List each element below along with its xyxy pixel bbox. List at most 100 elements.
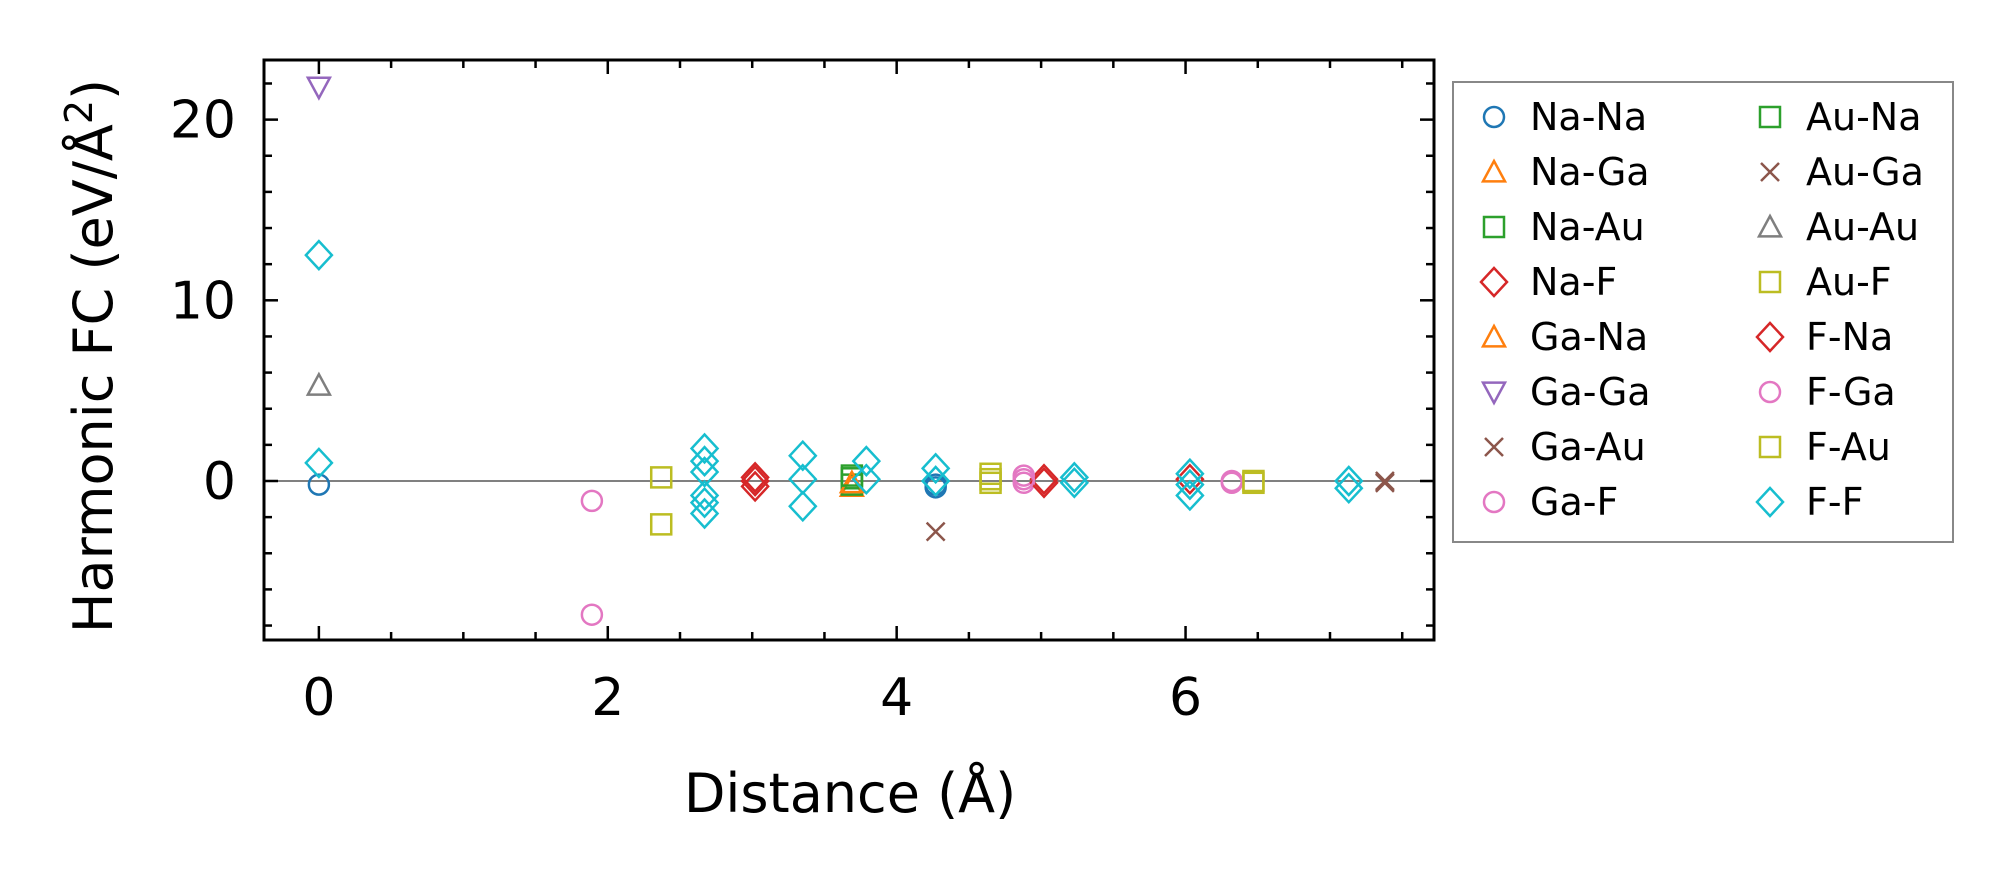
- data-point-na-na-2: [924, 476, 947, 499]
- legend-label: Au-Na: [1806, 95, 1922, 139]
- legend-marker-au-au: [1756, 213, 1784, 238]
- data-point-f-f-15: [1059, 461, 1090, 494]
- legend-entry-au-ga: Au-Ga: [1760, 150, 1924, 194]
- legend-label: Na-Ga: [1530, 150, 1650, 194]
- legend-marker-na-f: [1479, 266, 1509, 298]
- y-tick-label: 0: [203, 452, 236, 512]
- data-point-ga-ga-0: [305, 76, 332, 101]
- legend-entry-na-au: Na-Au: [1482, 205, 1645, 249]
- data-point-f-f-2: [689, 432, 720, 465]
- legend-entry-f-f: F-F: [1755, 480, 1863, 524]
- data-point-f-f-10: [788, 490, 818, 523]
- data-point-f-f-3: [689, 445, 720, 477]
- legend-entry-na-ga: Na-Ga: [1480, 150, 1650, 194]
- data-point-f-f-21: [1334, 472, 1364, 505]
- data-point-f-na-0: [740, 465, 770, 497]
- legend-label: F-Au: [1806, 425, 1891, 469]
- legend-label: F-F: [1806, 480, 1863, 524]
- legend-label: Au-F: [1806, 260, 1892, 304]
- data-point-f-ga-1: [1220, 471, 1244, 495]
- data-point-f-f-7: [689, 497, 720, 530]
- legend-marker-na-ga: [1480, 158, 1508, 183]
- legend-label: F-Ga: [1806, 370, 1896, 414]
- data-point-ga-f-1: [580, 603, 604, 626]
- x-tick-label: 4: [880, 668, 913, 728]
- legend-marker-na-na: [1482, 105, 1506, 129]
- legend-entry-ga-f: Ga-F: [1482, 480, 1618, 524]
- data-point-na-f-3: [1175, 463, 1205, 496]
- data-point-f-f-5: [689, 479, 720, 512]
- data-point-f-f-12: [851, 463, 882, 496]
- data-point-f-f-16: [1059, 466, 1090, 499]
- data-point-f-f-4: [689, 456, 720, 488]
- legend-marker-au-f: [1758, 270, 1782, 294]
- x-tick-label: 2: [591, 668, 624, 728]
- data-point-f-au-0: [1242, 471, 1265, 495]
- legend-marker-ga-na: [1480, 323, 1508, 348]
- axes-frame: [262, 58, 1436, 642]
- legend-marker-na-au: [1482, 215, 1506, 239]
- legend-entries: Na-Na Na-Ga Na-Au Na-F Ga-Na Ga-Ga Ga-Au Ga-F Au…: [1479, 95, 1924, 524]
- legend-entry-au-au: Au-Au: [1756, 205, 1919, 249]
- data-point-f-f-13: [920, 452, 951, 485]
- legend-entry-ga-na: Ga-Na: [1480, 315, 1648, 359]
- legend-entry-au-f: Au-F: [1758, 260, 1892, 304]
- x-tick-label: 0: [302, 668, 335, 728]
- legend-label: Ga-F: [1530, 480, 1618, 524]
- y-tick-label: 10: [170, 271, 236, 331]
- legend-label: Na-Na: [1530, 95, 1647, 139]
- legend-entry-f-na: F-Na: [1755, 315, 1893, 359]
- legend: Na-Na Na-Ga Na-Au Na-F Ga-Na Ga-Ga Ga-Au Ga-F Au…: [1452, 81, 1954, 543]
- tick-layer: 0 2 4 6 0 10 20: [170, 60, 1434, 728]
- data-point-f-f-1: [304, 447, 334, 479]
- data-point-f-f-8: [788, 439, 818, 472]
- data-point-f-au-1: [979, 467, 1002, 491]
- y-tick-label: 20: [170, 91, 236, 151]
- legend-label: Ga-Na: [1530, 315, 1648, 359]
- legend-label: Au-Au: [1806, 205, 1919, 249]
- data-point-na-f-1: [740, 470, 770, 503]
- legend-marker-f-ga: [1758, 380, 1782, 404]
- data-point-au-f-0: [649, 466, 673, 489]
- legend-label: Ga-Au: [1530, 425, 1646, 469]
- legend-label: Na-F: [1530, 260, 1617, 304]
- legend-entry-au-na: Au-Na: [1758, 95, 1922, 139]
- legend-entry-na-f: Na-F: [1479, 260, 1617, 304]
- data-point-f-f-17: [1175, 457, 1205, 490]
- legend-marker-f-f: [1755, 486, 1785, 518]
- data-point-ga-au-0: [925, 521, 946, 542]
- plot-markers: [264, 76, 1434, 626]
- legend-label: Au-Ga: [1806, 150, 1924, 194]
- data-point-na-f-0: [740, 461, 770, 494]
- data-point-f-f-18: [1175, 468, 1205, 501]
- legend-marker-ga-au: [1484, 437, 1504, 457]
- legend-label: Na-Au: [1530, 205, 1645, 249]
- data-point-au-ga-0: [1375, 471, 1395, 491]
- y-axis-label-main: Harmonic FC (eV/Å: [61, 124, 125, 633]
- legend-label: F-Na: [1806, 315, 1893, 359]
- data-point-f-f-6: [689, 486, 720, 519]
- y-axis-label-superscript: 2: [57, 100, 101, 124]
- y-axis-label-close: ): [62, 79, 125, 100]
- axes-border: [262, 58, 1436, 642]
- data-point-au-na-0: [840, 464, 864, 487]
- data-point-au-au-0: [305, 371, 332, 396]
- data-point-f-na-1: [1029, 466, 1059, 499]
- data-point-ga-au-1: [1375, 472, 1395, 493]
- data-point-ga-f-0: [580, 489, 604, 513]
- legend-marker-au-ga: [1760, 162, 1780, 182]
- legend-entry-na-na: Na-Na: [1482, 95, 1647, 139]
- legend-marker-ga-f: [1482, 490, 1506, 514]
- data-point-f-f-0: [304, 239, 334, 271]
- y-axis-label: Harmonic FC (eV/Å2): [57, 79, 125, 633]
- legend-entry-ga-ga: Ga-Ga: [1480, 370, 1651, 414]
- legend-entry-f-ga: F-Ga: [1758, 370, 1896, 414]
- x-axis-label: Distance (Å): [684, 761, 1016, 825]
- data-point-f-f-19: [1175, 479, 1205, 512]
- data-point-na-f-2: [1029, 463, 1059, 496]
- x-tick-label: 6: [1169, 668, 1202, 728]
- legend-label: Ga-Ga: [1530, 370, 1651, 414]
- data-point-f-ga-0: [1012, 467, 1036, 491]
- legend-marker-ga-ga: [1480, 381, 1508, 406]
